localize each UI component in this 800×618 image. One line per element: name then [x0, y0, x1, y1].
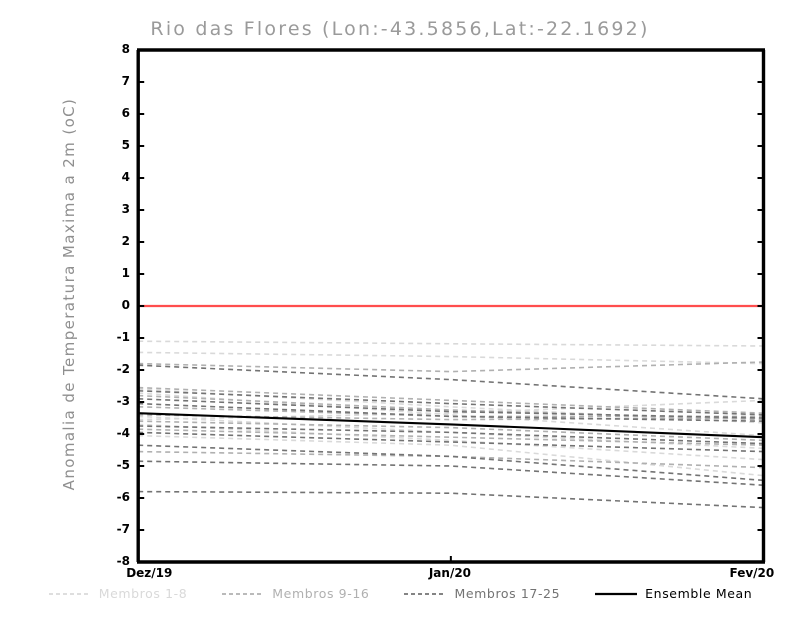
axis-ticks [137, 49, 765, 563]
y-tick-label: -6 [116, 490, 130, 504]
y-tick-label: 7 [121, 74, 130, 88]
y-tick-label: -5 [116, 458, 130, 472]
y-tick-label: -2 [116, 362, 130, 376]
y-tick-label: -1 [116, 330, 130, 344]
x-tick-label: Dez/19 [126, 566, 173, 580]
y-tick-label: -8 [116, 554, 130, 568]
legend-line-icon [48, 593, 91, 595]
member-line [138, 340, 764, 347]
member-line [138, 398, 764, 419]
y-tick-label: -3 [116, 394, 130, 408]
legend-line-icon [595, 592, 638, 596]
y-tick-label: 5 [121, 138, 130, 152]
member-line [138, 434, 764, 477]
legend-item[interactable]: Membros 1-8 [48, 586, 188, 601]
ensemble-mean-layer [138, 412, 764, 439]
y-tick-label: -4 [116, 426, 130, 440]
y-tick-label: 3 [121, 202, 130, 216]
legend-item[interactable]: Ensemble Mean [594, 586, 752, 601]
y-tick-label: 2 [121, 234, 130, 248]
x-tick-label: Fev/20 [729, 566, 775, 580]
y-tick-label: 6 [121, 106, 130, 120]
series-layer [138, 340, 764, 509]
member-line [138, 351, 764, 365]
y-tick-label: -7 [116, 522, 130, 536]
legend-label: Membros 9-16 [272, 586, 370, 601]
chart-title: Rio das Flores (Lon:-43.5856,Lat:-22.169… [150, 18, 650, 40]
y-tick-label: 8 [121, 42, 130, 56]
ensemble-mean-line [138, 412, 764, 439]
y-tick-label: 1 [121, 266, 130, 280]
x-tick-label: Jan/20 [428, 566, 472, 580]
legend-line-icon [404, 593, 447, 595]
y-tick-label: 4 [121, 170, 130, 184]
legend-label: Membros 1-8 [98, 586, 188, 601]
legend-item[interactable]: Membros 17-25 [403, 586, 560, 601]
legend-line-icon [222, 593, 265, 595]
member-line [138, 490, 764, 509]
chart-legend: Membros 1-8 Membros 9-16 Membros 17-25 Ense… [0, 586, 800, 601]
legend-label: Membros 17-25 [454, 586, 561, 601]
y-tick-label: 0 [121, 298, 130, 312]
member-line [138, 392, 764, 437]
legend-label: Ensemble Mean [645, 586, 753, 601]
legend-item[interactable]: Membros 9-16 [221, 586, 369, 601]
